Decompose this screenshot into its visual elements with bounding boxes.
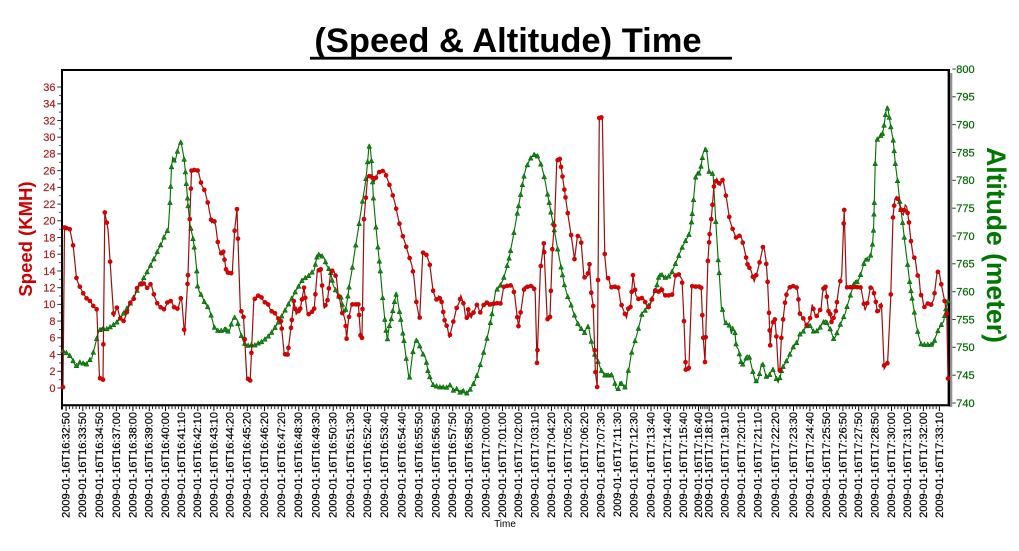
svg-text:2009-01-16T16:48:30: 2009-01-16T16:48:30 [293,412,305,518]
svg-text:2009-01-16T17:12:30: 2009-01-16T17:12:30 [629,412,641,518]
svg-text:26: 26 [43,165,55,177]
svg-text:24: 24 [43,182,55,194]
svg-text:2009-01-16T17:02:00: 2009-01-16T17:02:00 [513,412,525,518]
svg-text:2009-01-16T16:56:50: 2009-01-16T16:56:50 [431,412,443,518]
svg-text:800: 800 [956,64,974,76]
svg-text:2009-01-16T17:30:00: 2009-01-16T17:30:00 [886,412,898,518]
svg-text:34: 34 [43,99,55,111]
svg-text:2009-01-16T16:51:30: 2009-01-16T16:51:30 [345,412,357,518]
svg-text:765: 765 [956,259,974,271]
svg-text:16: 16 [43,249,55,261]
svg-text:745: 745 [956,370,974,382]
svg-text:10: 10 [43,299,55,311]
svg-text:775: 775 [956,203,974,215]
svg-text:2009-01-16T16:37:00: 2009-01-16T16:37:00 [111,412,123,518]
svg-text:2009-01-16T17:24:40: 2009-01-16T17:24:40 [804,412,816,518]
svg-text:12: 12 [43,283,55,295]
svg-text:2009-01-16T17:31:00: 2009-01-16T17:31:00 [902,412,914,518]
svg-text:755: 755 [956,314,974,326]
svg-text:2009-01-16T16:43:10: 2009-01-16T16:43:10 [208,412,220,518]
svg-text:2009-01-16T17:25:50: 2009-01-16T17:25:50 [821,412,833,518]
svg-text:2009-01-16T16:58:50: 2009-01-16T16:58:50 [464,412,476,518]
svg-text:2009-01-16T17:33:10: 2009-01-16T17:33:10 [934,412,946,518]
svg-text:2009-01-16T16:55:50: 2009-01-16T16:55:50 [414,412,426,518]
svg-text:2009-01-16T17:06:20: 2009-01-16T17:06:20 [579,412,591,518]
svg-text:2009-01-16T16:38:00: 2009-01-16T16:38:00 [127,412,139,518]
svg-text:2009-01-16T17:19:10: 2009-01-16T17:19:10 [720,412,732,518]
svg-text:2009-01-16T17:14:40: 2009-01-16T17:14:40 [662,412,674,518]
svg-text:2009-01-16T17:16:40: 2009-01-16T17:16:40 [693,412,705,518]
svg-text:2009-01-16T16:33:50: 2009-01-16T16:33:50 [77,412,89,518]
svg-text:2009-01-16T17:05:20: 2009-01-16T17:05:20 [562,412,574,518]
svg-text:2: 2 [49,366,55,378]
svg-text:750: 750 [956,342,974,354]
svg-text:2009-01-16T17:11:30: 2009-01-16T17:11:30 [612,412,624,517]
svg-text:2009-01-16T17:07:30: 2009-01-16T17:07:30 [596,412,608,518]
svg-text:2009-01-16T17:23:30: 2009-01-16T17:23:30 [788,412,800,518]
svg-text:770: 770 [956,231,974,243]
svg-text:2009-01-16T16:45:20: 2009-01-16T16:45:20 [242,412,254,518]
svg-text:(Speed & Altitude) Time: (Speed & Altitude) Time [314,22,701,60]
svg-text:780: 780 [956,175,974,187]
svg-text:2009-01-16T17:01:00: 2009-01-16T17:01:00 [497,412,509,518]
svg-text:22: 22 [43,199,55,211]
svg-text:2009-01-16T16:42:10: 2009-01-16T16:42:10 [192,412,204,518]
svg-text:795: 795 [956,92,974,104]
svg-text:28: 28 [43,149,55,161]
svg-text:2009-01-16T16:41:10: 2009-01-16T16:41:10 [176,412,188,518]
svg-text:2009-01-16T16:52:40: 2009-01-16T16:52:40 [362,412,374,518]
svg-text:790: 790 [956,119,974,131]
svg-text:30: 30 [43,132,55,144]
svg-text:4: 4 [49,349,55,361]
svg-text:2009-01-16T17:28:50: 2009-01-16T17:28:50 [869,412,881,518]
svg-text:32: 32 [43,115,55,127]
svg-text:2009-01-16T16:39:00: 2009-01-16T16:39:00 [144,412,156,518]
svg-text:2009-01-16T16:50:30: 2009-01-16T16:50:30 [328,412,340,518]
svg-text:8: 8 [49,316,55,328]
svg-text:Time: Time [494,519,516,530]
svg-text:14: 14 [43,266,55,278]
svg-text:2009-01-16T17:13:40: 2009-01-16T17:13:40 [645,412,657,518]
svg-text:2009-01-16T17:21:10: 2009-01-16T17:21:10 [752,412,764,518]
svg-text:2009-01-16T17:04:20: 2009-01-16T17:04:20 [546,412,558,518]
svg-text:2009-01-16T17:03:10: 2009-01-16T17:03:10 [529,412,541,518]
svg-text:2009-01-16T17:26:50: 2009-01-16T17:26:50 [837,412,849,518]
svg-text:2009-01-16T17:20:10: 2009-01-16T17:20:10 [736,412,748,518]
svg-text:760: 760 [956,287,974,299]
svg-text:6: 6 [49,333,55,345]
svg-text:2009-01-16T16:57:50: 2009-01-16T16:57:50 [447,412,459,518]
svg-text:Speed (KMH): Speed (KMH) [15,181,36,296]
svg-text:2009-01-16T17:15:40: 2009-01-16T17:15:40 [678,412,690,518]
svg-text:2009-01-16T17:32:00: 2009-01-16T17:32:00 [918,412,930,518]
svg-text:2009-01-16T17:22:20: 2009-01-16T17:22:20 [770,412,782,518]
svg-text:20: 20 [43,216,55,228]
svg-text:740: 740 [956,398,974,410]
svg-text:785: 785 [956,147,974,159]
svg-text:2009-01-16T16:49:30: 2009-01-16T16:49:30 [310,412,322,518]
svg-text:2009-01-16T17:00:00: 2009-01-16T17:00:00 [480,412,492,518]
svg-text:0: 0 [49,383,55,395]
svg-text:2009-01-16T16:46:20: 2009-01-16T16:46:20 [259,412,271,518]
svg-text:2009-01-16T16:32:50: 2009-01-16T16:32:50 [61,412,73,518]
svg-text:2009-01-16T16:44:20: 2009-01-16T16:44:20 [225,412,237,518]
svg-text:2009-01-16T16:34:50: 2009-01-16T16:34:50 [94,412,106,518]
svg-text:18: 18 [43,232,55,244]
svg-text:2009-01-16T16:47:20: 2009-01-16T16:47:20 [276,412,288,518]
svg-text:2009-01-16T16:53:40: 2009-01-16T16:53:40 [379,412,391,518]
svg-text:36: 36 [43,82,55,94]
svg-text:2009-01-16T17:27:50: 2009-01-16T17:27:50 [853,412,865,518]
svg-text:2009-01-16T16:54:40: 2009-01-16T16:54:40 [396,412,408,518]
svg-text:2009-01-16T17:18:10: 2009-01-16T17:18:10 [704,412,716,518]
svg-text:2009-01-16T16:40:00: 2009-01-16T16:40:00 [160,412,172,518]
svg-text:Altitude (meter): Altitude (meter) [981,147,1011,343]
